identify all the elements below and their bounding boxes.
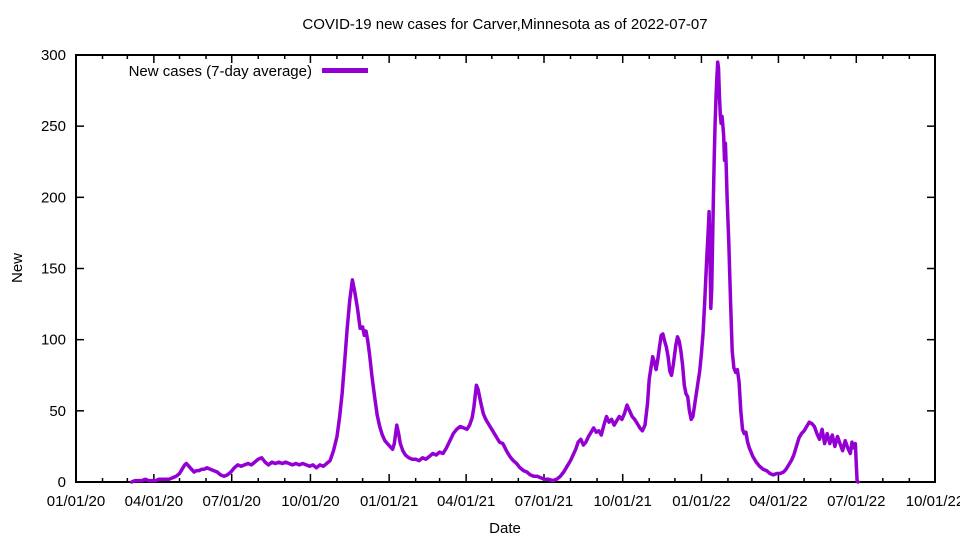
- y-tick-label: 300: [41, 47, 66, 64]
- plot-axes: 01/01/20 04/01/20 07/01/20 10/01/20 01/01/21…: [41, 47, 960, 510]
- new-cases-line: [129, 60, 860, 484]
- y-axis-label: New: [9, 253, 26, 283]
- x-tick-label: 01/01/22: [672, 493, 730, 510]
- y-tick-label: 0: [58, 474, 66, 491]
- legend: New cases (7-day average): [129, 63, 368, 80]
- x-tick-label: 10/01/22: [906, 493, 960, 510]
- y-tick-label: 250: [41, 118, 66, 135]
- x-tick-label: 07/01/21: [515, 493, 573, 510]
- y-tick-label: 150: [41, 261, 66, 278]
- data-series: [129, 60, 860, 484]
- x-tick-label: 04/01/20: [125, 493, 183, 510]
- x-axis-label: Date: [489, 520, 521, 537]
- x-tick-label: 07/01/22: [827, 493, 885, 510]
- chart-title: COVID-19 new cases for Carver,Minnesota …: [302, 16, 707, 33]
- x-tick-label: 01/01/21: [360, 493, 418, 510]
- legend-label: New cases (7-day average): [129, 63, 312, 80]
- y-tick-label: 200: [41, 189, 66, 206]
- y-tick-label: 100: [41, 332, 66, 349]
- x-tick-label: 10/01/20: [281, 493, 339, 510]
- x-tick-label: 04/01/21: [437, 493, 495, 510]
- y-tick-label: 50: [49, 403, 66, 420]
- x-tick-label: 01/01/20: [47, 493, 105, 510]
- x-tick-label: 04/01/22: [749, 493, 807, 510]
- x-tick-label: 07/01/20: [203, 493, 261, 510]
- x-tick-label: 10/01/21: [594, 493, 652, 510]
- plot-border: [75, 54, 936, 483]
